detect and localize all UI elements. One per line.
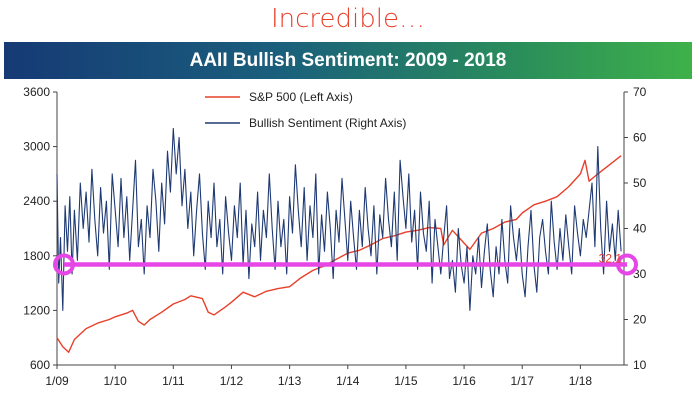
y-right-tick-label: 60 — [633, 131, 647, 145]
y-left-tick-label: 3600 — [23, 85, 50, 99]
y-left-tick-label: 600 — [30, 358, 50, 372]
x-tick-label: 1/15 — [394, 374, 418, 388]
x-tick-label: 1/13 — [278, 374, 302, 388]
y-left-tick-label: 3000 — [23, 140, 50, 154]
y-left-tick-label: 1800 — [23, 249, 50, 263]
y-left-tick-label: 2400 — [23, 194, 50, 208]
y-right-tick-label: 70 — [633, 85, 647, 99]
series-line-sp500 — [56, 155, 622, 353]
annotation-layer: 32.1 — [53, 251, 638, 276]
y-right-tick-label: 20 — [633, 313, 647, 327]
legend: S&P 500 (Left Axis) Bullish Sentiment (Ri… — [205, 90, 406, 130]
title-banner: AAII Bullish Sentiment: 2009 - 2018 — [4, 42, 692, 79]
headline: Incredible… — [270, 4, 425, 34]
highlight-circle-end — [616, 253, 638, 276]
y-left-tick-label: 1200 — [23, 303, 50, 317]
axes — [53, 91, 628, 369]
highlight-circle-start — [53, 253, 75, 276]
x-tick-label: 1/09 — [45, 374, 69, 388]
x-tick-label: 1/12 — [220, 374, 244, 388]
legend-label-sp500: S&P 500 (Left Axis) — [249, 90, 353, 104]
y-right-tick-label: 50 — [633, 176, 647, 190]
x-tick-label: 1/17 — [511, 374, 535, 388]
y-right-tick-label: 10 — [633, 358, 647, 372]
series-line-bullish-sentiment — [56, 127, 622, 311]
x-tick-label: 1/16 — [452, 374, 476, 388]
x-tick-label: 1/10 — [103, 374, 127, 388]
chart-title: AAII Bullish Sentiment: 2009 - 2018 — [189, 50, 507, 71]
y-right-tick-label: 30 — [633, 267, 647, 281]
y-right-tick-label: 40 — [633, 222, 647, 236]
x-tick-label: 1/14 — [336, 374, 360, 388]
x-tick-label: 1/11 — [162, 374, 185, 388]
highlight-value-label: 32.1 — [599, 251, 623, 265]
legend-label-bullish-sentiment: Bullish Sentiment (Right Axis) — [249, 116, 406, 130]
tick-labels: 600 1200 1800 2400 3000 3600 10 20 30 40 50 60 70 1/0… — [23, 85, 646, 388]
series-layer — [56, 127, 622, 353]
x-tick-label: 1/18 — [569, 374, 593, 388]
